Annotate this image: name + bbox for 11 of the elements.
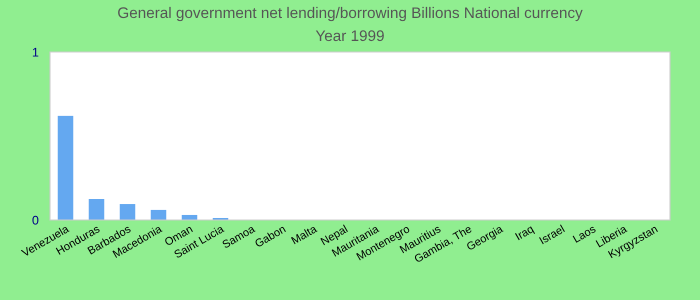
chart-title: General government net lending/borrowing Billions National currency	[118, 6, 583, 22]
x-tick-label: Iraq	[515, 224, 536, 242]
bar	[88, 199, 104, 220]
bar	[150, 210, 166, 220]
bar	[120, 204, 136, 220]
y-tick-label: 0	[32, 216, 38, 225]
chart-subtitle: Year 1999	[316, 30, 384, 42]
bar	[58, 116, 74, 220]
x-tick-label: Malta	[290, 224, 318, 244]
y-tick-label: 1	[32, 48, 38, 57]
x-tick-label: Laos	[572, 224, 596, 243]
